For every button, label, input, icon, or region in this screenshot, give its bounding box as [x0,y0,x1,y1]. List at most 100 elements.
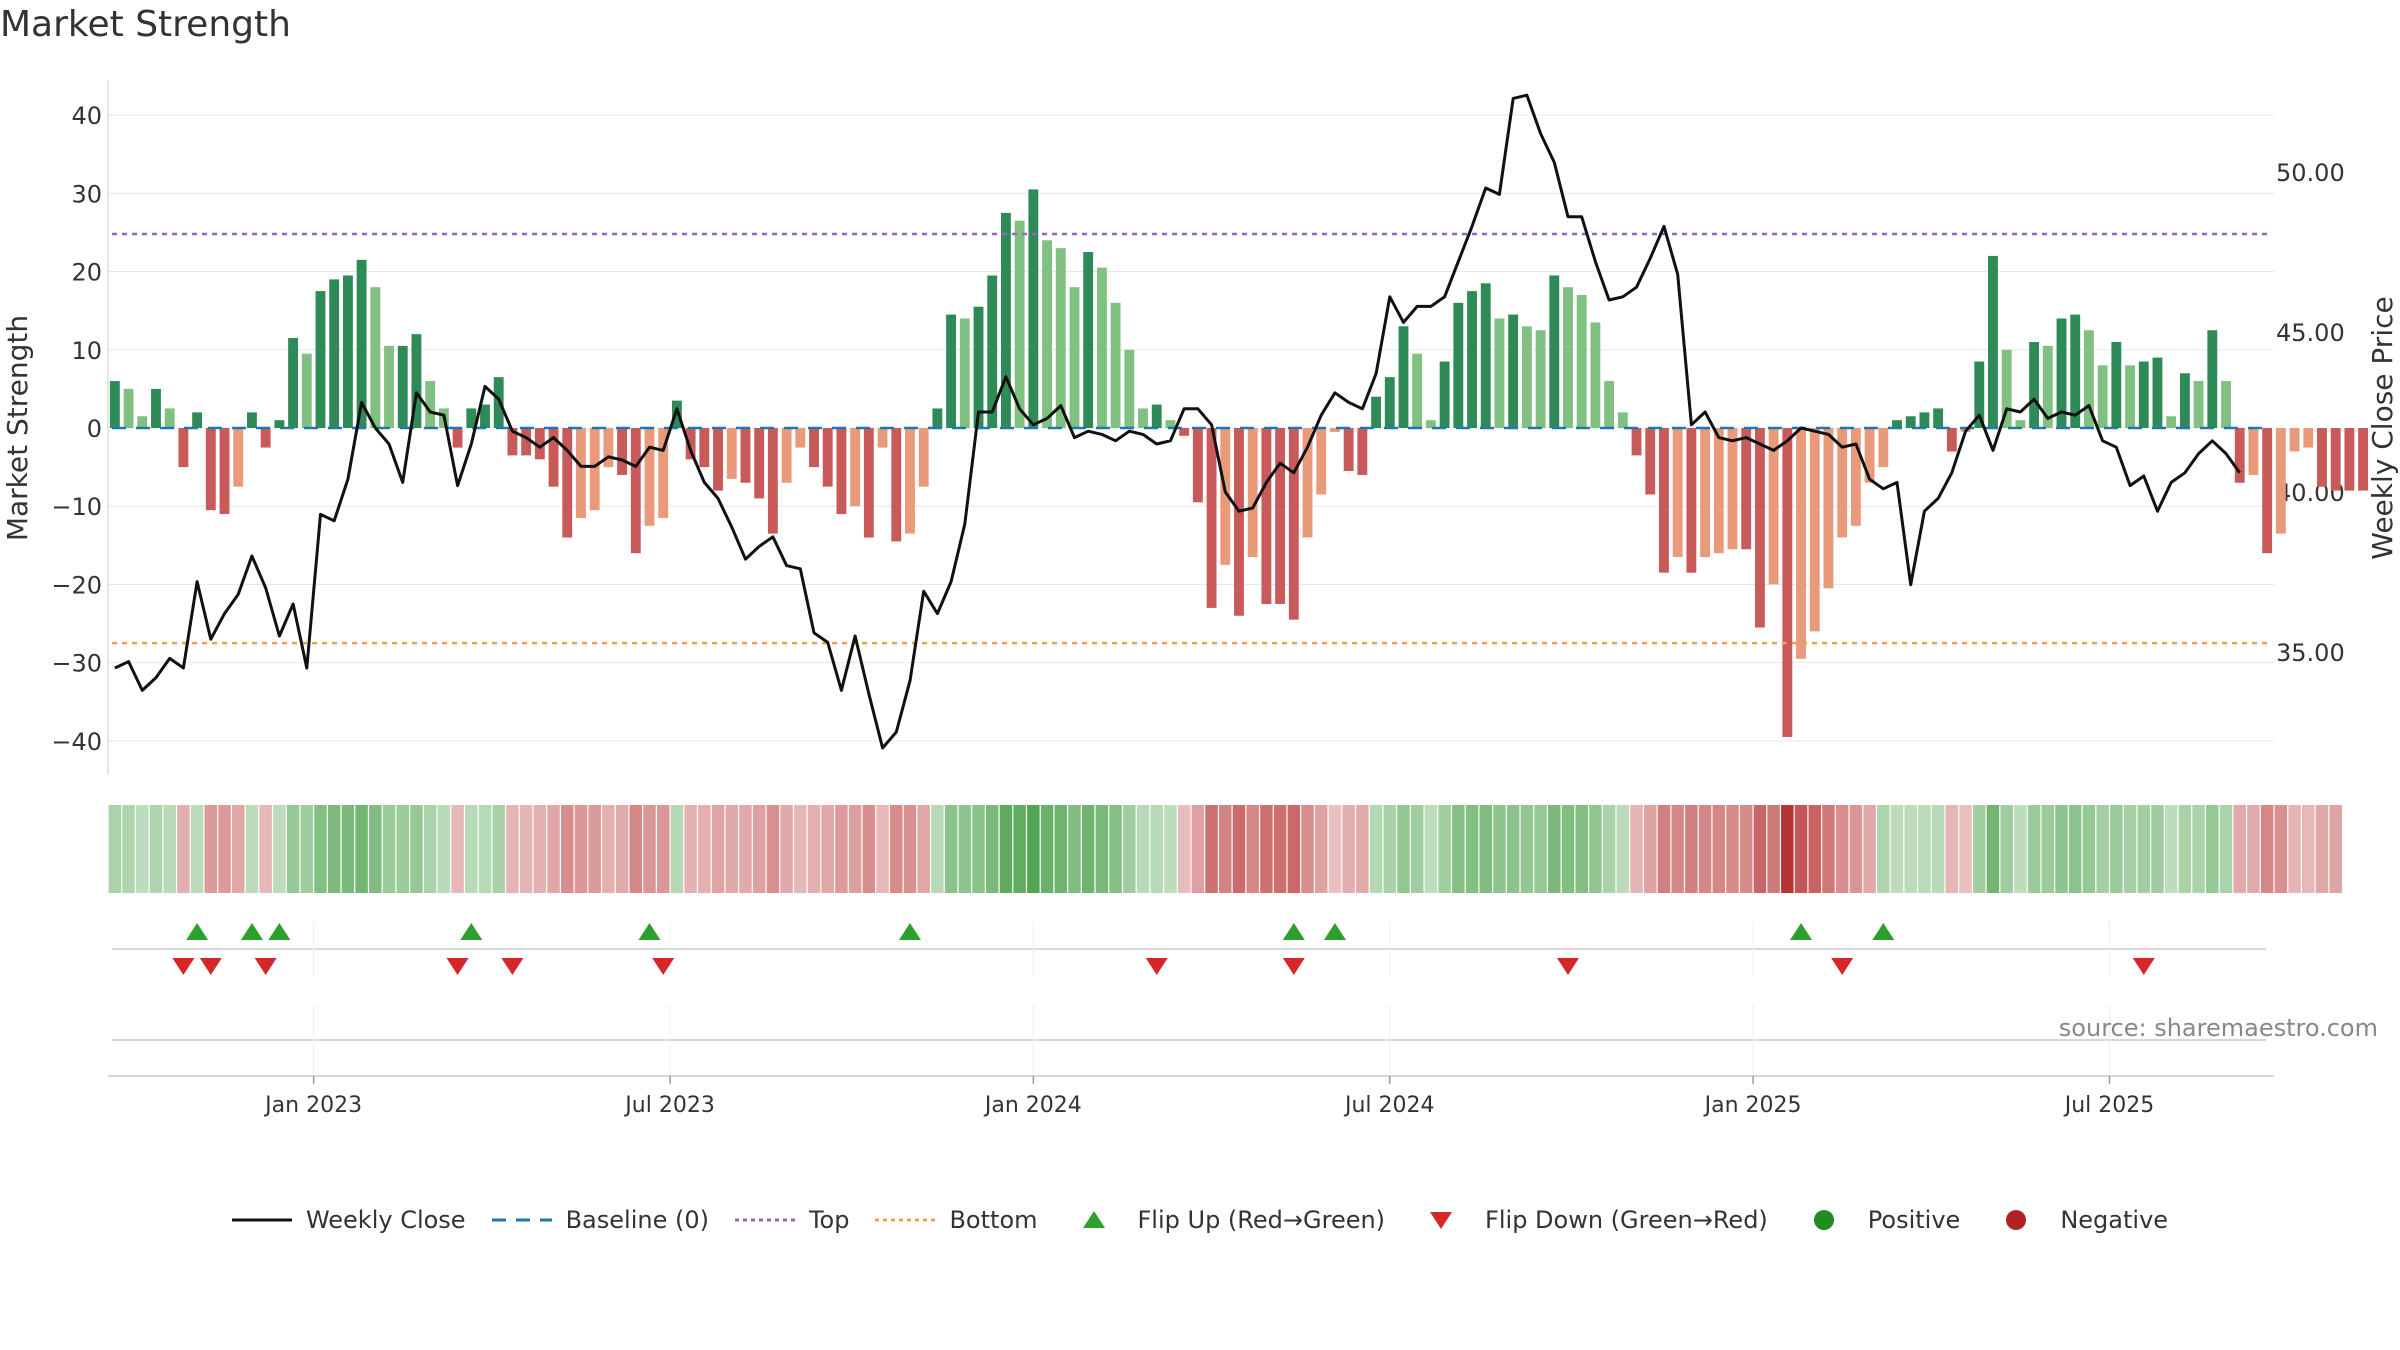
strength-bar [795,428,806,448]
x-tick-label: Jan 2025 [1703,1093,1802,1118]
strength-bar [370,287,381,428]
regime-cell [1767,805,1780,893]
strength-bar [2166,416,2177,428]
regime-cell [1273,805,1287,893]
strength-bar [1055,248,1066,428]
legend-label: Flip Down (Green→Red) [1485,1206,1768,1234]
flip-up-marker [460,923,483,940]
regime-cell [1808,805,1822,893]
regime-cell [1150,805,1163,893]
regime-cell [739,805,752,893]
regime-cell [835,805,848,893]
regime-cell [1534,805,1547,893]
regime-cell [1698,805,1712,893]
legend-item: Flip Up (Red→Green) [1064,1206,1385,1234]
regime-cell [752,805,766,893]
regime-cell [218,805,231,893]
strength-bar [1988,255,1998,428]
regime-cell [985,805,999,893]
strength-bar [1850,428,1861,526]
strength-bar [164,408,175,428]
regime-cell [1136,805,1150,893]
regime-cell [2219,805,2233,893]
strength-bar [1741,428,1752,550]
y-tick-right: 35.00 [2276,639,2345,667]
strength-bar [685,428,696,460]
regime-cell [2302,805,2315,893]
strength-bar [1796,428,1806,659]
strength-bar [2248,428,2259,475]
regime-cell [1410,805,1424,893]
regime-cell [2247,805,2260,893]
regime-cell [369,805,382,893]
strength-bar [1837,428,1848,538]
regime-cell [341,805,355,893]
strength-bar [1453,302,1464,428]
strength-bar [576,428,586,518]
strength-bar [1357,428,1368,475]
regime-cell [2000,805,2013,893]
regime-cell [1123,805,1136,893]
regime-cell [766,805,780,893]
strength-bar [521,428,532,456]
regime-cell [1081,805,1095,893]
regime-cell [944,805,958,893]
strength-bar [1604,381,1615,428]
flip-down-marker [254,958,277,975]
regime-cell [890,805,903,893]
regime-cell [478,805,492,893]
strength-bar [480,404,490,428]
strength-bar [713,428,723,491]
regime-cell [1027,805,1040,893]
regime-cell [2082,805,2096,893]
strength-bar [1905,416,1916,428]
regime-cell [629,805,643,893]
regime-cell [1520,805,1534,893]
regime-cell [1561,805,1575,893]
strength-bar [809,428,819,468]
strength-bar [1288,428,1299,620]
strength-bar [1425,420,1436,428]
y-tick-right: 45.00 [2276,319,2345,347]
strength-bar [2152,357,2163,428]
chart-title: Market Strength [0,4,291,45]
regime-cell [163,805,176,893]
flip-down-marker [501,958,524,975]
strength-bar [548,428,559,487]
regime-cell [1890,805,1904,893]
legend-label: Top [808,1206,850,1234]
strength-bar [1343,428,1354,472]
regime-cell [1794,805,1808,893]
strength-bar [767,428,778,534]
regime-cell [2151,805,2164,893]
strength-bar [644,428,655,526]
strength-bar [397,345,408,428]
regime-cell [1369,805,1383,893]
strength-bar [2015,420,2026,428]
strength-bar [384,345,394,428]
regime-cell [492,805,505,893]
strength-bar [1302,428,1313,538]
y-axis-label-right: Weekly Close Price [2366,296,2399,559]
regime-cell [574,805,588,893]
strength-bar [1590,322,1601,428]
strength-bar [1754,428,1765,628]
regime-cell [245,805,259,893]
legend-item: Baseline (0) [491,1206,709,1234]
regime-cell [2110,805,2123,893]
regime-cell [807,805,821,893]
strength-bar [603,428,614,468]
legend-item: Weekly Close [231,1206,466,1234]
regime-cell [2041,805,2055,893]
regime-cell [547,805,560,893]
chart-legend: Weekly Close Baseline (0) Top Bottom Flip Up… [0,1206,2400,1234]
strength-bar [562,428,573,538]
strength-bar [260,428,271,448]
strength-bar [1768,428,1779,585]
strength-bar [1179,428,1190,436]
regime-cell [122,805,135,893]
legend-swatch-tri-down [1430,1212,1453,1229]
regime-cell [1726,805,1739,893]
strength-bar [2207,330,2218,428]
